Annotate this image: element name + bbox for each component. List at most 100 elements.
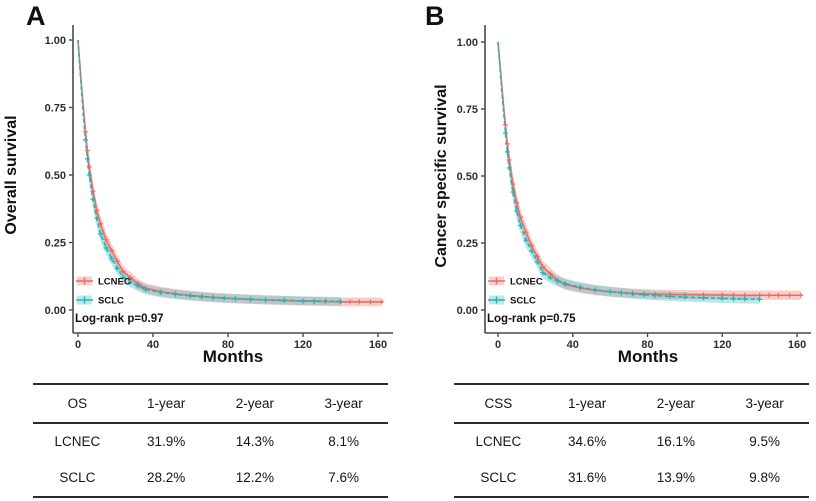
lcnec-censor-mark	[98, 221, 103, 227]
lcnec-censor-mark	[368, 299, 373, 305]
sclc-censor-mark	[652, 293, 658, 299]
lcnec-censor-mark	[114, 258, 120, 264]
overall-survival-km-plot: 1.00 0.75 0.50 0.25 0.00 0 40 80 120 160 Overall s…	[3, 25, 393, 366]
sclc-censor-mark	[128, 279, 133, 285]
x-tick-label: 80	[641, 339, 653, 351]
sclc-censor-mark	[109, 256, 115, 262]
lcnec-legend-label: LCNEC	[98, 277, 131, 288]
sclc-censor-mark	[210, 295, 216, 301]
sclc-censor-mark	[701, 295, 707, 301]
sclc-censor-mark	[233, 296, 238, 302]
sclc-censor-mark	[757, 296, 763, 302]
x-tick-label: 80	[222, 339, 234, 351]
sclc-censor-mark	[311, 298, 317, 304]
lcnec-legend-glyph	[488, 277, 505, 285]
lcnec-confidence-band	[78, 40, 382, 307]
x-tick-label: 160	[788, 339, 806, 351]
y-tick-label: 0.00	[457, 305, 478, 317]
lcnec-censor-mark	[83, 129, 88, 135]
lcnec-censor-mark	[502, 122, 508, 128]
log-rank-annotation: Log-rank p=0.97	[75, 313, 164, 325]
table-cell: 14.3%	[235, 434, 275, 450]
lcnec-censor-mark	[103, 237, 109, 243]
table-cell: 16.1%	[656, 434, 696, 450]
sclc-censor-mark	[98, 231, 103, 237]
x-tick-label: 0	[495, 339, 501, 351]
sclc-censor-mark	[120, 274, 126, 280]
sclc-survival-curve	[497, 41, 760, 301]
lcnec-censor-mark	[94, 207, 100, 213]
lcnec-censor-mark	[798, 292, 804, 298]
table-cell: 9.8%	[749, 470, 781, 486]
lcnec-censor-mark	[510, 181, 516, 187]
os-survival-rate-table: OS 1-year 2-year 3-year LCNEC 31.9% 14.3% 8.1% S…	[33, 383, 388, 498]
sclc-survival-curve	[77, 39, 341, 303]
lcnec-censor-mark	[514, 200, 520, 206]
table-cell: 12.2%	[235, 470, 275, 486]
y-tick-label: 0.00	[45, 305, 66, 317]
sclc-censor-mark	[641, 292, 647, 298]
table-cell: 34.6%	[567, 434, 607, 450]
sclc-censor-mark	[502, 130, 508, 136]
lcnec-censor-mark	[523, 229, 529, 235]
lcnec-legend-label: LCNEC	[510, 277, 543, 288]
table-cell: 31.9%	[146, 434, 186, 450]
lcnec-censor-mark	[775, 292, 781, 298]
sclc-censor-mark	[577, 284, 583, 290]
sclc-censor-mark	[338, 298, 343, 304]
table-cell: 9.5%	[749, 434, 781, 450]
sclc-censor-mark	[534, 259, 540, 265]
sclc-censor-mark	[667, 293, 673, 299]
table-header-cell: 1-year	[146, 395, 186, 411]
sclc-censor-mark	[529, 248, 535, 254]
lcnec-censor-mark	[90, 188, 96, 194]
sclc-censor-mark	[135, 283, 141, 289]
lcnec-censor-mark	[128, 275, 133, 281]
sclc-censor-mark	[90, 196, 96, 202]
lcnec-censor-mark	[84, 148, 90, 154]
sclc-legend-label: SCLC	[98, 296, 124, 307]
sclc-censor-mark	[221, 295, 227, 301]
sclc-legend-glyph	[488, 296, 505, 304]
sclc-censor-mark	[547, 275, 553, 281]
sclc-censor-mark	[173, 291, 178, 297]
y-axis-title: Overall survival	[3, 115, 20, 234]
sclc-censor-mark	[248, 296, 253, 302]
table-header-cell: 2-year	[656, 395, 695, 411]
table-header-cell: 2-year	[235, 395, 274, 411]
table-row: SCLC 31.6% 13.9% 9.8%	[454, 460, 809, 496]
table-header-row: OS 1-year 2-year 3-year	[33, 385, 388, 424]
lcnec-censor-mark	[506, 157, 512, 163]
table-cell: SCLC	[59, 470, 96, 486]
table-cell: LCNEC	[475, 434, 522, 450]
sclc-censor-mark	[510, 189, 516, 195]
sclc-censor-mark	[263, 297, 268, 303]
sclc-censor-mark	[300, 298, 306, 304]
css-survival-rate-table: CSS 1-year 2-year 3-year LCNEC 34.6% 16.1% 9.5%…	[454, 383, 809, 498]
x-axis-title: Months	[618, 347, 678, 366]
lcnec-confidence-band	[498, 42, 801, 300]
table-row: LCNEC 31.9% 14.3% 8.1%	[33, 424, 388, 460]
table-header-row: CSS 1-year 2-year 3-year	[454, 385, 809, 424]
sclc-confidence-band	[498, 42, 760, 304]
sclc-censor-mark	[84, 156, 90, 162]
table-header-cell: 3-year	[745, 395, 784, 411]
table-cell: SCLC	[480, 470, 517, 486]
table-cell: LCNEC	[54, 434, 101, 450]
sclc-censor-mark	[592, 287, 598, 293]
y-tick-label: 0.75	[45, 103, 66, 115]
sclc-censor-mark	[323, 298, 328, 304]
sclc-censor-mark	[618, 290, 624, 296]
lcnec-censor-mark	[517, 214, 523, 220]
table-row: SCLC 28.2% 12.2% 7.6%	[33, 460, 388, 496]
table-header-cell: OS	[67, 395, 88, 411]
lcnec-censor-mark	[120, 268, 126, 274]
sclc-censor-mark	[517, 222, 523, 228]
lcnec-censor-mark	[379, 299, 385, 305]
sclc-censor-mark	[555, 278, 561, 284]
sclc-censor-mark	[719, 295, 725, 301]
sclc-censor-mark	[143, 286, 148, 292]
sclc-legend-glyph	[76, 296, 93, 304]
y-tick-label: 0.25	[45, 238, 66, 250]
